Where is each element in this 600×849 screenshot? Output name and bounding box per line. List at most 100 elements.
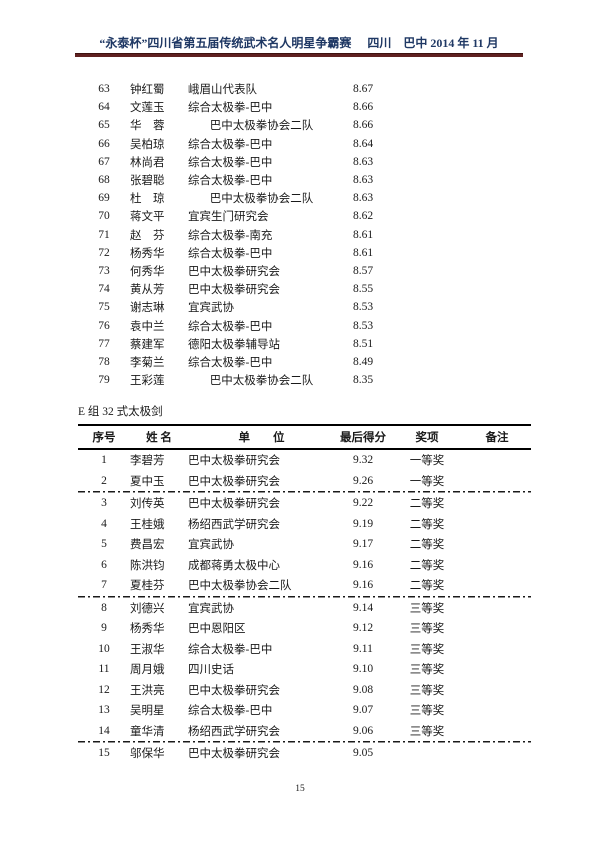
team-unit: 巴中太极拳研究会 — [188, 455, 280, 468]
team-unit: 四川史话 — [188, 664, 234, 677]
table-row: 3 刘传英 巴中太极拳研究会 9.22 二等奖 — [78, 493, 531, 514]
athlete-name: 谢志琳 — [130, 302, 165, 315]
final-score: 8.67 — [352, 83, 374, 96]
team-unit: 杨绍西武学研究会 — [188, 725, 280, 738]
award-level: 二等奖 — [409, 518, 445, 531]
table-body: 1 李碧芳 巴中太极拳研究会 9.32 一等奖 2 夏中玉 巴中太极拳研究会 9.26 一等奖 3 刘… — [78, 450, 531, 764]
rank-number: 68 — [98, 174, 110, 187]
team-unit: 巴中太极拳研究会 — [188, 265, 280, 278]
final-score: 8.63 — [352, 155, 374, 168]
result-row: 66 吴柏琼 综合太极拳-巴中 8.64 — [78, 135, 531, 153]
athlete-name: 赵 芬 — [130, 229, 165, 242]
final-score: 8.49 — [352, 355, 374, 368]
final-score: 8.61 — [352, 246, 374, 259]
final-score: 9.05 — [352, 747, 374, 760]
result-row: 79 王彩莲 巴中太极拳协会二队 8.35 — [78, 371, 531, 389]
team-unit: 巴中太极拳协会二队 — [188, 580, 292, 593]
rank-number: 6 — [101, 558, 107, 571]
rank-number: 14 — [98, 724, 110, 737]
athlete-name: 刘传英 — [130, 498, 165, 511]
result-row: 78 李菊兰 综合太极拳-巴中 8.49 — [78, 353, 531, 371]
rank-number: 66 — [98, 137, 110, 150]
team-unit: 巴中太极拳协会二队 — [209, 375, 314, 388]
athlete-name: 张碧聪 — [130, 175, 165, 188]
athlete-name: 夏中玉 — [130, 475, 165, 488]
team-unit: 峨眉山代表队 — [188, 84, 257, 97]
final-score: 9.14 — [352, 601, 374, 614]
page-footer: 15 — [0, 784, 600, 794]
team-unit: 巴中太极拳研究会 — [188, 284, 280, 297]
result-row: 63 钟红蜀 峨眉山代表队 8.67 — [78, 80, 531, 98]
competition-title: “永泰杯”四川省第五届传统武术名人明星争霸赛 — [99, 36, 352, 50]
award-level: 二等奖 — [409, 498, 445, 511]
athlete-name: 何秀华 — [130, 265, 165, 278]
result-row: 65 华 蓉 巴中太极拳协会二队 8.66 — [78, 116, 531, 134]
team-unit: 综合太极拳-巴中 — [188, 138, 273, 151]
final-score: 8.51 — [352, 337, 374, 350]
athlete-name: 文莲玉 — [130, 102, 165, 115]
final-score: 9.22 — [352, 497, 374, 510]
rank-number: 11 — [98, 663, 110, 676]
team-unit: 综合太极拳-巴中 — [188, 247, 273, 260]
athlete-name: 吴明星 — [130, 705, 165, 718]
award-level: 二等奖 — [409, 539, 445, 552]
section-e-results-table: 序号姓 名单 位最后得分 奖项 备注 1 李碧芳 巴中太极拳研究会 9.32 一等奖 2 夏中玉… — [78, 424, 531, 764]
rank-number: 8 — [101, 601, 107, 614]
athlete-name: 袁中兰 — [130, 320, 165, 333]
athlete-name: 王洪亮 — [130, 684, 165, 697]
athlete-name: 王桂娥 — [130, 518, 165, 531]
rank-number: 73 — [98, 264, 110, 277]
table-row: 1 李碧芳 巴中太极拳研究会 9.32 一等奖 — [78, 450, 531, 471]
result-row: 68 张碧聪 综合太极拳-巴中 8.63 — [78, 171, 531, 189]
rank-number: 65 — [98, 119, 110, 132]
table-row: 2 夏中玉 巴中太极拳研究会 9.26 一等奖 — [78, 471, 531, 492]
athlete-name: 钟红蜀 — [130, 84, 165, 97]
rank-number: 77 — [98, 337, 110, 350]
result-row: 67 林尚君 综合太极拳-巴中 8.63 — [78, 153, 531, 171]
athlete-name: 陈洪钧 — [130, 559, 165, 572]
rank-number: 75 — [98, 301, 110, 314]
final-score: 9.10 — [352, 663, 374, 676]
final-score: 9.16 — [352, 579, 374, 592]
team-unit: 宜宾生门研究会 — [188, 211, 269, 224]
team-unit: 综合太极拳-巴中 — [188, 320, 273, 333]
athlete-name: 杜 琼 — [130, 193, 165, 206]
athlete-name: 华 蓉 — [130, 120, 165, 133]
final-score: 8.61 — [352, 228, 374, 241]
athlete-name: 刘德兴 — [130, 602, 165, 615]
final-score: 8.53 — [352, 319, 374, 332]
team-unit: 综合太极拳-巴中 — [188, 643, 273, 656]
athlete-name: 费昌宏 — [130, 539, 165, 552]
team-unit: 宜宾武协 — [188, 302, 234, 315]
table-row: 6 陈洪钧 成都蒋勇太极中心 9.16 二等奖 — [78, 555, 531, 576]
award-level: 三等奖 — [409, 643, 445, 656]
award-level: 三等奖 — [409, 684, 445, 697]
rank-number: 74 — [98, 283, 110, 296]
previous-group-results-list: 63 钟红蜀 峨眉山代表队 8.67 64 文莲玉 综合太极拳-巴中 8.66 65 华 蓉巴中太… — [78, 80, 531, 389]
team-unit: 巴中太极拳研究会 — [188, 748, 280, 761]
award-tier-divider — [78, 491, 531, 493]
header-rank: 序号 — [92, 432, 116, 444]
final-score: 8.66 — [352, 119, 374, 132]
award-level: 一等奖 — [409, 455, 445, 468]
header-rule — [75, 53, 523, 57]
athlete-name: 夏桂芬 — [130, 580, 165, 593]
team-unit: 综合太极拳-巴中 — [188, 102, 273, 115]
team-unit: 巴中太极拳研究会 — [188, 475, 280, 488]
rank-number: 69 — [98, 192, 110, 205]
final-score: 9.17 — [352, 538, 374, 551]
result-row: 69 杜 琼 巴中太极拳协会二队 8.63 — [78, 189, 531, 207]
table-row: 14 童华清 杨绍西武学研究会 9.06 三等奖 — [78, 721, 531, 742]
result-row: 73 何秀华 巴中太极拳研究会 8.57 — [78, 262, 531, 280]
table-row: 5 费昌宏 宜宾武协 9.17 二等奖 — [78, 534, 531, 555]
header-award: 奖项 — [415, 432, 439, 444]
final-score: 8.53 — [352, 301, 374, 314]
team-unit: 综合太极拳-巴中 — [188, 175, 273, 188]
header-unit: 单 位 — [238, 432, 285, 444]
section-e-title: E 组 32 式太极剑 — [78, 406, 163, 418]
team-unit: 巴中太极拳研究会 — [188, 684, 280, 697]
award-level: 二等奖 — [409, 580, 445, 593]
team-unit: 综合太极拳-巴中 — [188, 705, 273, 718]
final-score: 9.11 — [353, 642, 373, 655]
award-level: 二等奖 — [409, 559, 445, 572]
